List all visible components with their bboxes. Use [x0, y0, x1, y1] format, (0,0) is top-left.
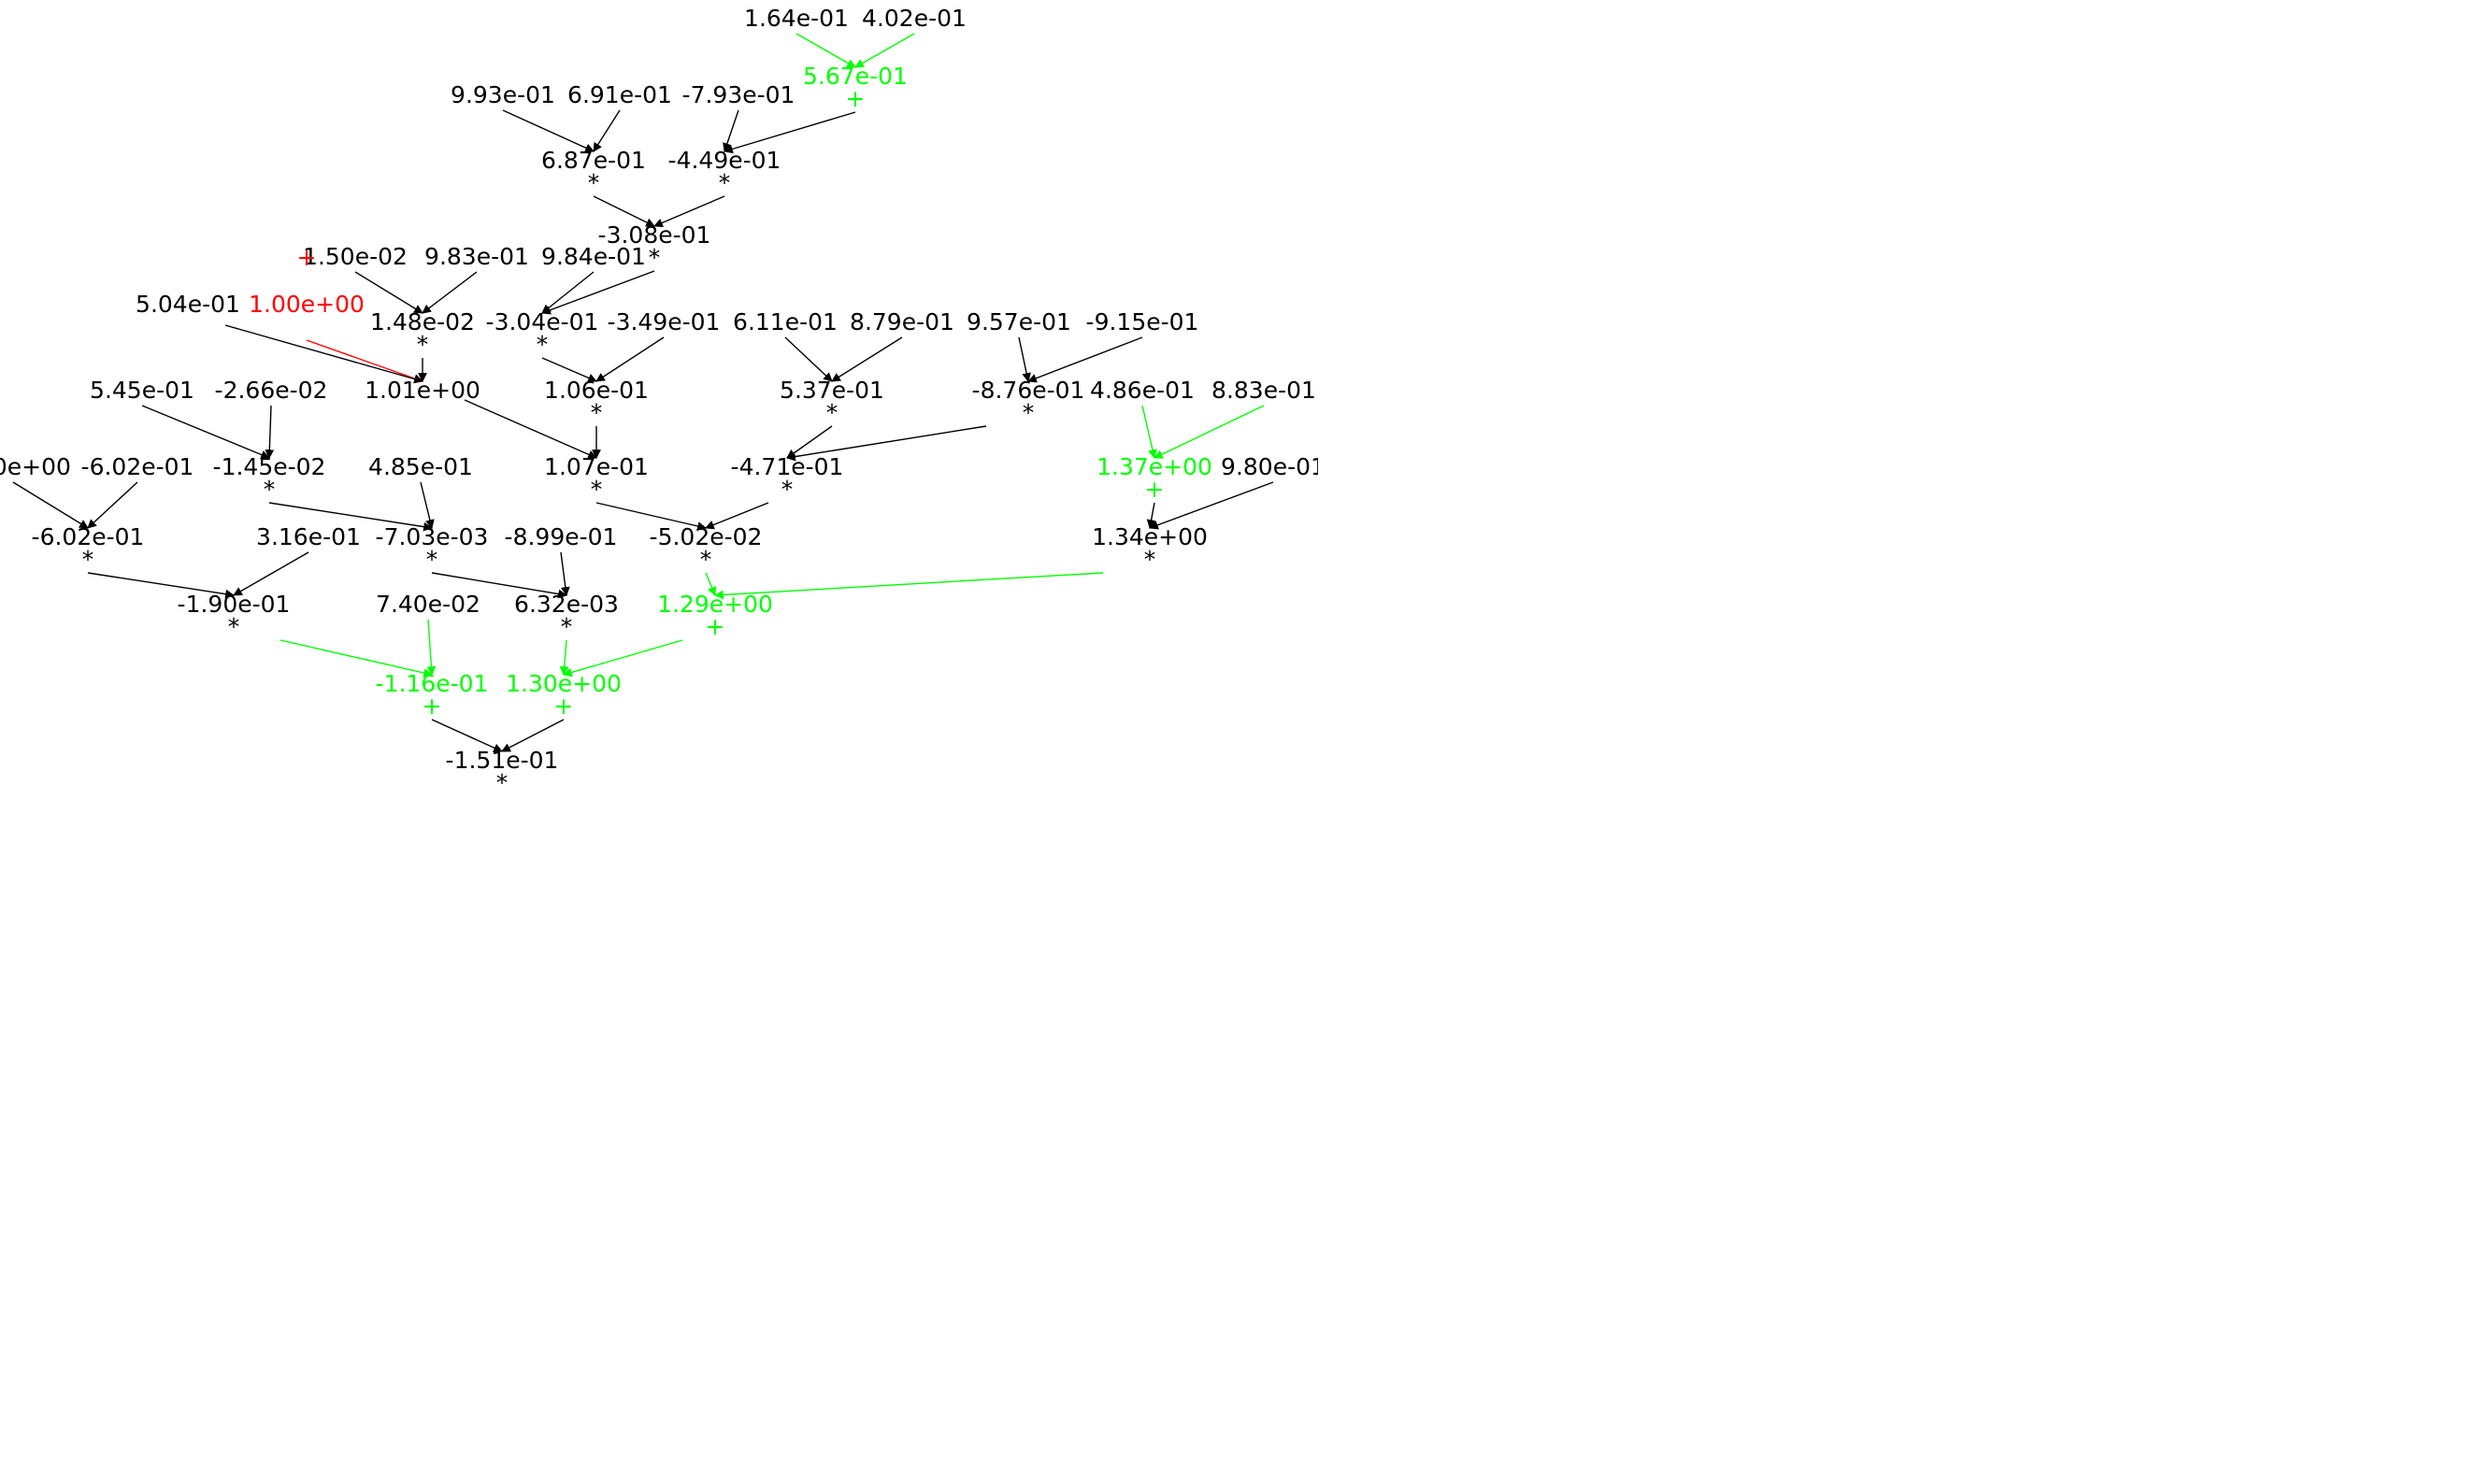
node-op: *	[537, 331, 549, 358]
node-value: 9.57e-01	[967, 308, 1071, 335]
node-op: +	[1145, 476, 1165, 503]
node-value: 1.64e-01	[744, 5, 849, 32]
node-value: -8.99e-01	[505, 523, 618, 550]
node-value: 5.45e-01	[90, 377, 194, 404]
node-value: 1.00e+00	[0, 453, 71, 480]
node-op: *	[1023, 399, 1035, 426]
node-value: 4.86e-01	[1090, 377, 1195, 404]
edge	[503, 110, 594, 151]
node-op: *	[82, 546, 94, 573]
edge	[1142, 406, 1154, 458]
node-op: *	[588, 169, 600, 196]
node-op: *	[228, 613, 240, 640]
node-value: 9.80e-01	[1221, 453, 1318, 480]
edge	[355, 272, 423, 313]
edge	[428, 620, 432, 675]
node-op: *	[591, 399, 603, 426]
edge	[465, 400, 596, 458]
node-value: 1.50e-02	[303, 243, 408, 270]
computation-graph: 1.64e-014.02e-015.67e-01+9.93e-016.91e-0…	[0, 0, 1318, 809]
edge	[542, 271, 654, 313]
edge	[1028, 337, 1142, 381]
edge	[832, 337, 902, 381]
edge	[13, 482, 88, 528]
node-value: 5.04e-01	[136, 291, 240, 318]
node-value: -6.02e-01	[81, 453, 194, 480]
edge	[561, 552, 566, 595]
node-value: 7.40e-02	[376, 591, 480, 618]
node-op: *	[700, 546, 712, 573]
node-value: 1.00e+00	[249, 291, 365, 318]
node-op: +	[706, 613, 725, 640]
node-op: *	[496, 769, 509, 796]
edge	[88, 482, 137, 528]
node-value: 8.83e-01	[1211, 377, 1316, 404]
edge	[421, 482, 432, 528]
edge	[269, 406, 271, 458]
node-value: 3.16e-01	[256, 523, 361, 550]
node-value: 1.01e+00	[365, 377, 480, 404]
node-op: *	[591, 476, 603, 503]
node-value: 9.84e-01	[541, 243, 646, 270]
node-value: 8.79e-01	[850, 308, 954, 335]
edge	[234, 552, 308, 595]
node-op: +	[423, 692, 442, 720]
node-op: +	[297, 244, 317, 271]
edge	[594, 110, 620, 151]
node-op: *	[264, 476, 276, 503]
node-value: 9.83e-01	[424, 243, 529, 270]
node-op: +	[554, 692, 574, 720]
node-op: *	[781, 476, 794, 503]
node-value: 6.91e-01	[567, 81, 672, 108]
node-value: -7.93e-01	[682, 81, 795, 108]
edge	[724, 110, 738, 151]
node-op: *	[1144, 546, 1156, 573]
node-value: 9.93e-01	[451, 81, 555, 108]
edge	[724, 112, 855, 151]
node-op: *	[649, 244, 661, 271]
edge	[423, 272, 477, 313]
edge	[542, 272, 594, 313]
edge	[307, 340, 423, 381]
node-op: *	[417, 331, 429, 358]
edge	[1019, 337, 1028, 381]
nodes-layer: 1.64e-014.02e-015.67e-01+9.93e-016.91e-0…	[0, 5, 1318, 796]
node-op: *	[426, 546, 438, 573]
node-op: *	[719, 169, 731, 196]
node-value: -3.49e-01	[608, 308, 721, 335]
node-value: 6.11e-01	[733, 308, 838, 335]
node-value: 4.85e-01	[368, 453, 473, 480]
node-value: -9.15e-01	[1086, 308, 1199, 335]
edge	[142, 406, 269, 458]
node-op: *	[561, 613, 573, 640]
node-value: 4.02e-01	[862, 5, 967, 32]
node-value: -2.66e-02	[215, 377, 328, 404]
node-op: *	[826, 399, 838, 426]
edge	[1154, 406, 1264, 458]
edge	[596, 337, 664, 381]
edge	[785, 337, 832, 381]
edge	[715, 573, 1103, 595]
node-op: +	[846, 85, 866, 112]
edge	[1150, 482, 1273, 528]
